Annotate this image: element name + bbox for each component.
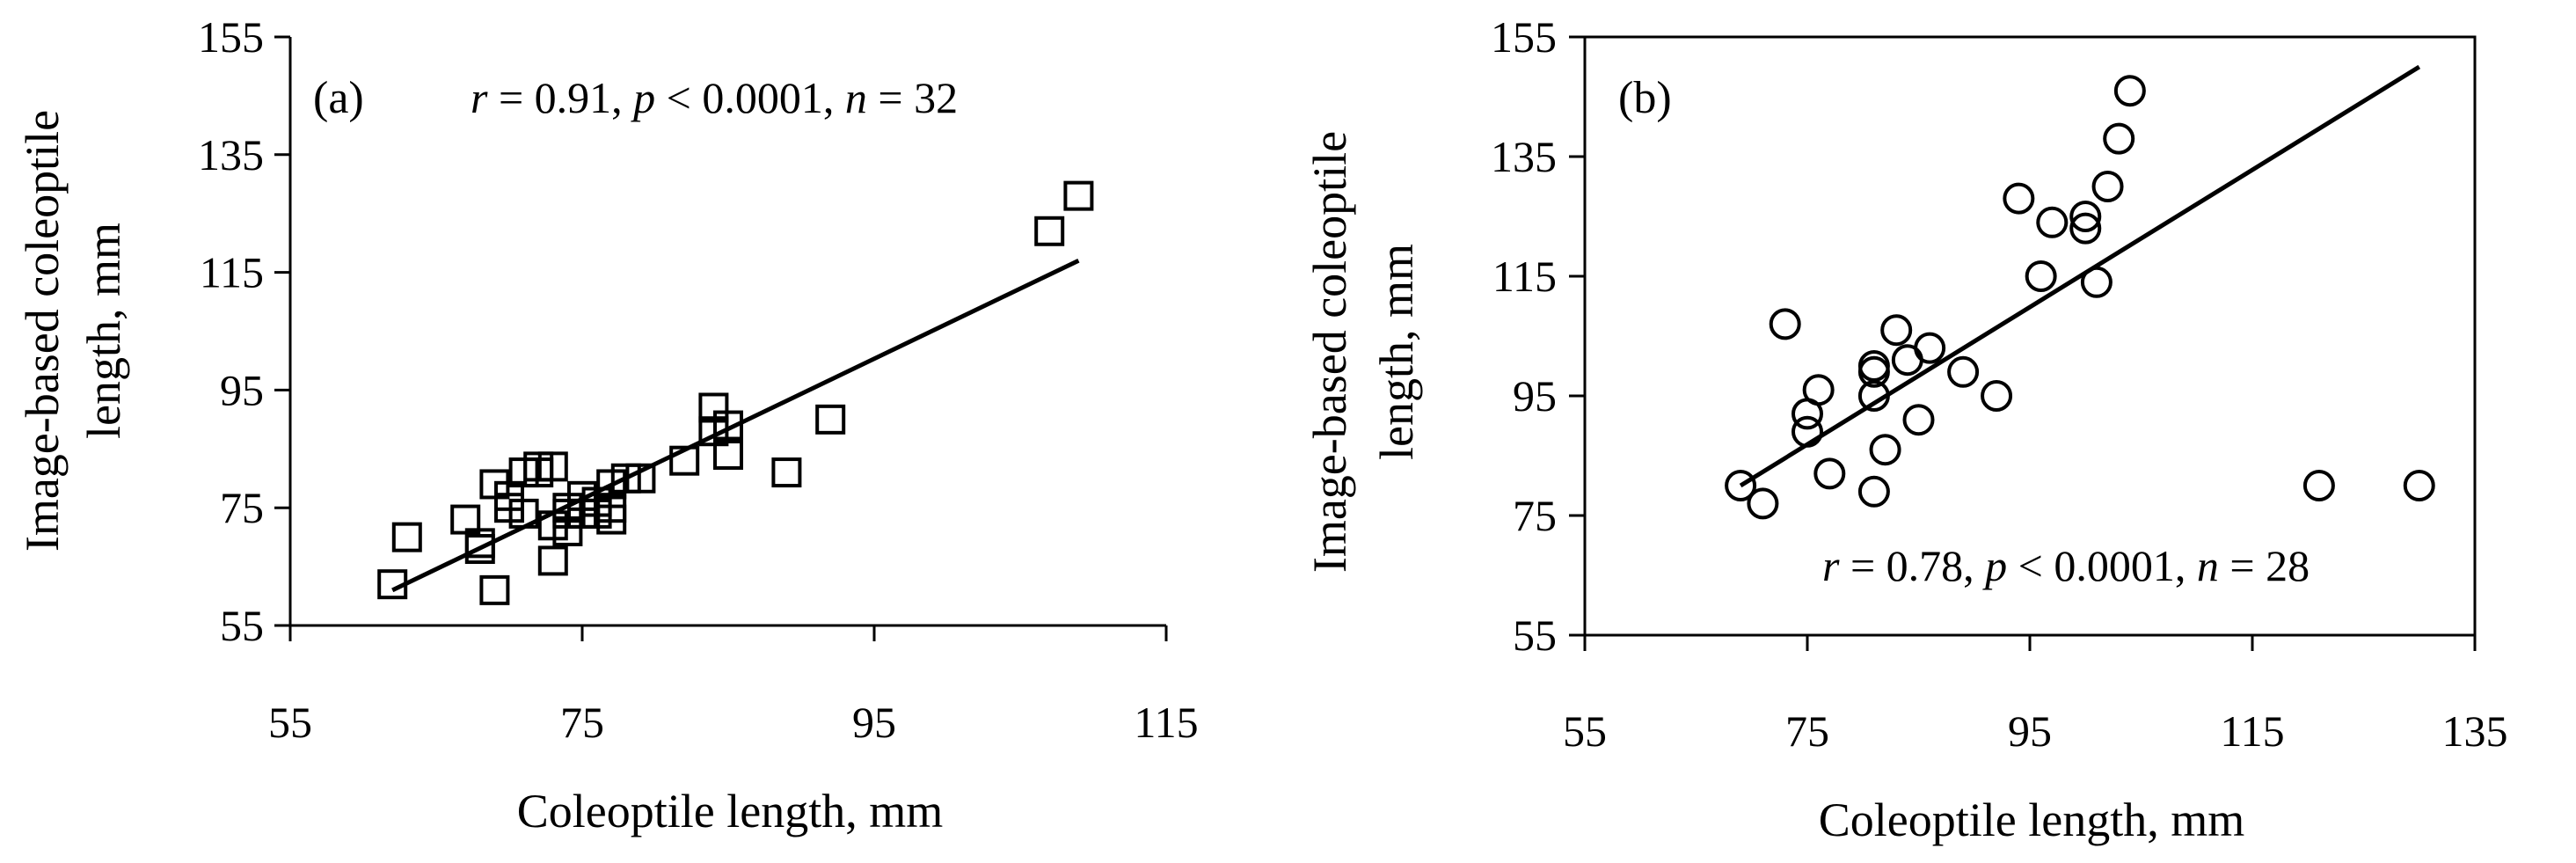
panel-b-y-tick-label: 115: [1492, 252, 1557, 301]
panel-a-y-axis-title-line2: length, mm: [77, 223, 130, 439]
panel-b-p-value: < 0.0001,: [2007, 541, 2197, 590]
panel-a-y-axis-title-line1: Image-based coleoptile: [16, 110, 69, 552]
panel-a-data-point: [625, 463, 656, 494]
panel-b-y-tick-label: 135: [1491, 132, 1557, 181]
panel-a-label: (a): [313, 73, 364, 123]
panel-b-data-point: [1802, 374, 1835, 406]
panel-b-data-point: [2091, 171, 2124, 202]
panel-a-data-point: [669, 445, 700, 476]
panel-a-r-symbol: r: [471, 73, 488, 122]
panel-a-data-point: [713, 439, 743, 470]
panel-b-data-point: [2302, 470, 2335, 501]
panel-a-y-tick-label: 75: [220, 483, 264, 532]
panel-b-y-tick-label: 75: [1513, 491, 1557, 540]
panel-b-p-symbol: p: [1982, 541, 2007, 590]
panel-b-data-point: [1902, 404, 1935, 436]
panel-b-chart: 55 75 95 115 135 155 55 75 95 115 135 (b) r = 0.7…: [1303, 12, 2508, 846]
panel-b-y-axis-title-line1: Image-based coleoptile: [1303, 131, 1356, 573]
panel-b-data-point: [2080, 266, 2113, 298]
panel-a-x-tick-label: 55: [268, 698, 312, 747]
panel-b-data-point: [2025, 260, 2057, 292]
panel-a-regression-line: [391, 258, 1080, 593]
panel-a-r-value: = 0.91,: [487, 73, 633, 122]
panel-b-data-point: [2103, 122, 2135, 155]
panel-a-x-tick-label: 75: [560, 698, 604, 747]
panel-b-data-point: [2403, 470, 2435, 501]
panel-a-data-point: [537, 545, 568, 576]
panel-b-data-point: [1725, 470, 1757, 501]
panel-b-y-axis-title-line2: length, mm: [1370, 244, 1423, 460]
panel-a-p-symbol: p: [631, 73, 655, 122]
panel-a-y-tick-label: 55: [220, 601, 264, 650]
panel-b-points: [1725, 75, 2435, 520]
panel-a-y-tick-label: 135: [198, 130, 264, 179]
panel-b-x-tick-label: 115: [2220, 706, 2284, 756]
panel-a-data-point: [391, 522, 422, 552]
panel-a-chart: 55 75 95 115 135 155 55 75 95 115 (a) r = 0.91, …: [16, 12, 1199, 837]
panel-a-p-value: < 0.0001,: [655, 73, 845, 122]
panel-b-label: (b): [1618, 73, 1672, 123]
panel-b-data-point: [2036, 206, 2069, 238]
panel-b-data-point: [2003, 182, 2035, 215]
panel-a-data-point: [815, 404, 846, 435]
panel-a-y-tick-label: 155: [198, 12, 264, 62]
panel-b-x-tick-label: 75: [1785, 706, 1829, 756]
panel-b-x-axis-title: Coleoptile length, mm: [1819, 794, 2244, 846]
panel-b-y-tick-label: 155: [1491, 12, 1557, 62]
panel-a-stats: r = 0.91, p < 0.0001, n = 32: [471, 73, 958, 122]
panel-b-r-value: = 0.78,: [1839, 541, 1985, 590]
panel-a-x-tick-label: 115: [1134, 698, 1198, 747]
panel-b-y-tick-label: 55: [1513, 611, 1557, 660]
panel-a-n-symbol: n: [845, 73, 867, 122]
panel-a-data-point: [479, 574, 510, 605]
panel-b-data-point: [1747, 487, 1779, 520]
panel-b-data-point: [1914, 332, 1946, 364]
panel-a-data-point: [771, 457, 802, 488]
panel-b-r-symbol: r: [1822, 541, 1840, 590]
panel-b-data-point: [1981, 380, 2013, 412]
panel-a-data-point: [377, 569, 408, 600]
panel-a-data-point: [713, 410, 743, 441]
panel-b-x-tick-label: 95: [2008, 706, 2052, 756]
panel-b-data-point: [1792, 415, 1823, 448]
panel-a-points: [377, 180, 1094, 605]
panel-b-data-point: [1769, 308, 1801, 340]
panel-a-data-point: [508, 498, 539, 529]
panel-b-regression-line: [1739, 64, 2421, 488]
panel-b-data-point: [2113, 75, 2146, 107]
panel-a-data-point: [596, 493, 627, 523]
panel-b-y-tick-label: 95: [1513, 371, 1557, 421]
panel-b-stats: r = 0.78, p < 0.0001, n = 28: [1822, 541, 2310, 590]
panel-a-y-tick-label: 115: [200, 248, 264, 297]
panel-a-data-point: [464, 528, 495, 559]
panel-b-data-point: [1880, 314, 1913, 347]
panel-a-x-tick-label: 95: [852, 698, 896, 747]
panel-b-data-point: [1857, 380, 1890, 412]
panel-b-n-symbol: n: [2197, 541, 2219, 590]
panel-b-data-point: [2069, 201, 2102, 232]
panel-b-data-point: [1869, 434, 1901, 466]
panel-a-data-point: [537, 451, 568, 482]
panel-a-data-point: [1063, 180, 1094, 211]
panel-b-x-tick-label: 135: [2442, 706, 2508, 756]
panel-a-n-value: = 32: [867, 73, 958, 122]
panel-b-data-point: [2069, 212, 2102, 245]
panel-a-data-point: [1034, 216, 1065, 246]
panel-b-data-point: [1857, 475, 1890, 508]
panel-a-x-axis-title: Coleoptile length, mm: [517, 785, 943, 837]
panel-b-x-tick-label: 55: [1563, 706, 1607, 756]
panel-a-y-tick-label: 95: [220, 365, 264, 414]
panel-b-n-value: = 28: [2219, 541, 2310, 590]
panel-b-data-point: [1947, 355, 1980, 388]
panel-b-data-point: [1813, 457, 1846, 490]
